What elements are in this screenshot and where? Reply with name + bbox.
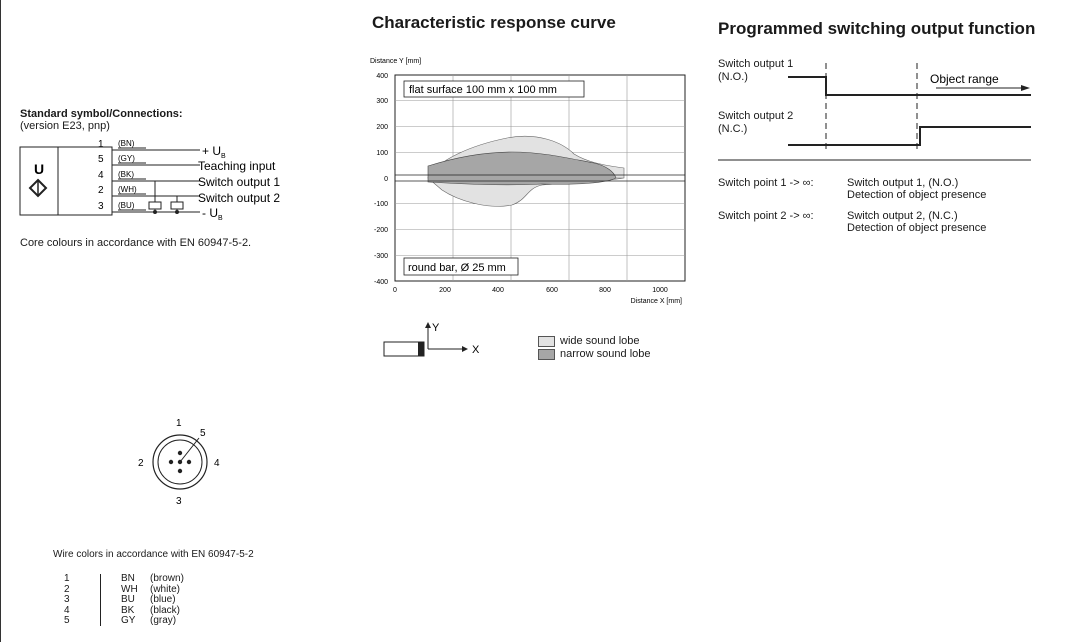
x-tick: 1000 [652, 287, 668, 294]
svg-text:- UB: - UB [202, 206, 223, 222]
svg-text:+ UB: + UB [202, 144, 226, 160]
connector-pin-3: 3 [176, 496, 182, 507]
response-curve-chart: Distance Y [mm] flat surface 100 mm x 10… [370, 58, 686, 305]
y-tick: 0 [384, 176, 388, 183]
switch-point-2-label: Switch point 2 -> ∞: [718, 210, 814, 222]
pin-num-2: 2 [98, 185, 104, 196]
symbol-letter: U [34, 161, 44, 177]
x-tick: 600 [546, 287, 558, 294]
curve-label-bottom: round bar, Ø 25 mm [408, 262, 506, 274]
y-tick: -100 [374, 201, 388, 208]
y-tick: 200 [376, 124, 388, 131]
wire-code-column: BN WH BU BK GY [121, 573, 138, 626]
y-tick: -200 [374, 227, 388, 234]
x-tick: 200 [439, 287, 451, 294]
x-tick: 0 [393, 287, 397, 294]
legend-swatch-wide [538, 336, 555, 347]
legend-label-wide: wide sound lobe [560, 335, 640, 347]
legend-swatch-narrow [538, 349, 555, 360]
wire-colors-title: Wire colors in accordance with EN 60947-… [53, 549, 254, 560]
pin-num-5: 5 [98, 154, 104, 165]
pin-label-2: Switch output 2 [198, 191, 280, 205]
switch-point-2-desc: Switch output 2, (N.C.) Detection of obje… [847, 210, 987, 234]
pin-label-5: Teaching input [198, 159, 276, 173]
sensor-axis-icon: Y X [383, 322, 480, 357]
pin-color-1: (BN) [118, 139, 135, 148]
wiring-symbol-diagram: U 1 5 4 2 3 (BN) (GY) (BK) (WH) (BU) [19, 139, 280, 222]
core-colours-note: Core colours in accordance with EN 60947… [20, 237, 252, 249]
switch-output-2-label: Switch output 2 (N.C.) [718, 110, 794, 135]
pin-color-4: (BK) [118, 170, 134, 179]
switch-output-1-label: Switch output 1 (N.O.) [718, 58, 794, 83]
y-tick: 100 [376, 150, 388, 157]
switching-timing-diagram: Object range [718, 63, 1031, 161]
curve-label-top: flat surface 100 mm x 100 mm [409, 84, 557, 96]
connections-version: (version E23, pnp) [20, 120, 110, 132]
sensor-diamond-icon [28, 178, 48, 198]
y-tick: 400 [376, 73, 388, 80]
x-tick: 800 [599, 287, 611, 294]
pin-label-3: - U [202, 206, 218, 220]
connector-pin-5: 5 [200, 428, 206, 439]
switching-function-title: Programmed switching output function [718, 19, 1036, 38]
pin-num-4: 4 [98, 170, 104, 181]
y-tick: 300 [376, 98, 388, 105]
y-tick: -400 [374, 279, 388, 286]
curve-xlabel: Distance X [mm] [631, 298, 682, 305]
pin-label-1-sub: B [221, 153, 226, 160]
connector-pinout-diagram: 1 2 3 4 5 [138, 418, 220, 507]
connector-pin-1: 1 [176, 418, 182, 429]
axis-y-label: Y [432, 322, 440, 334]
wire-name-column: (brown) (white) (blue) (black) (gray) [150, 573, 184, 626]
pin-color-2: (WH) [118, 185, 137, 194]
narrow-sound-lobe-area [427, 151, 617, 186]
pin-color-3: (BU) [118, 201, 135, 210]
wire-table-divider [100, 574, 101, 626]
curve-ylabel: Distance Y [mm] [370, 58, 421, 65]
page-left-border [0, 0, 1, 642]
connector-pin-2: 2 [138, 458, 144, 469]
switch-point-1-desc: Switch output 1, (N.O.) Detection of obje… [847, 177, 987, 201]
y-tick: -300 [374, 253, 388, 260]
legend-label-narrow: narrow sound lobe [560, 348, 651, 360]
pin-label-3-sub: B [218, 215, 223, 222]
axis-x-label: X [472, 344, 480, 356]
connector-pin-4: 4 [214, 458, 220, 469]
pin-num-1: 1 [98, 139, 104, 150]
pin-color-5: (GY) [118, 154, 135, 163]
response-curve-title: Characteristic response curve [372, 13, 616, 32]
x-tick: 400 [492, 287, 504, 294]
pin-label-4: Switch output 1 [198, 175, 280, 189]
pin-num-3: 3 [98, 201, 104, 212]
switch-point-1-label: Switch point 1 -> ∞: [718, 177, 814, 189]
pin-label-1: + U [202, 144, 221, 158]
connections-title: Standard symbol/Connections: [20, 108, 183, 120]
object-range-label: Object range [930, 72, 999, 86]
